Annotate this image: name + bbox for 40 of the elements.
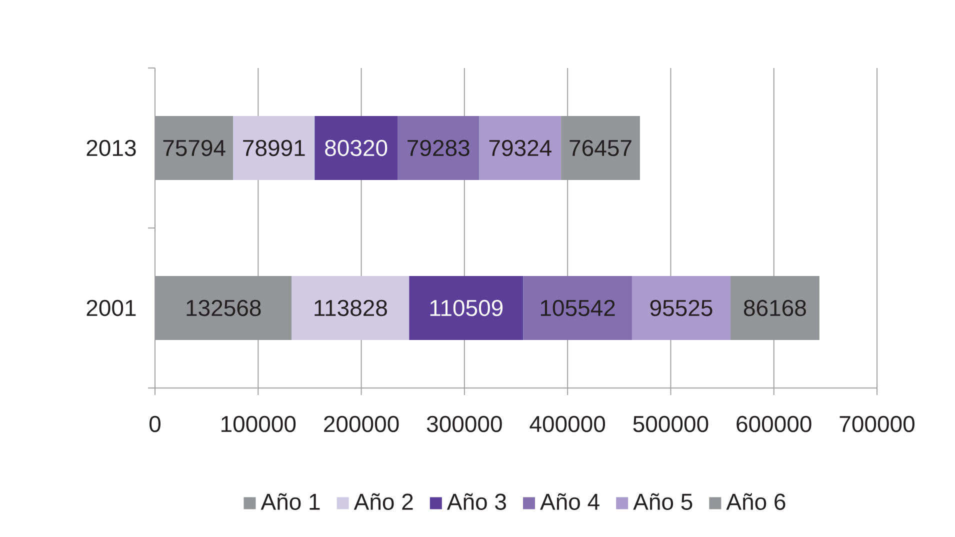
data-label: 132568	[186, 300, 261, 316]
bar	[632, 276, 731, 340]
data-label: 78991	[243, 140, 305, 156]
x-tick-label: 400000	[530, 416, 606, 432]
legend-label: Año 2	[354, 493, 413, 510]
legend-label: Año 6	[726, 493, 786, 510]
data-label: 86168	[744, 300, 806, 316]
x-tick-label: 300000	[426, 416, 502, 432]
legend-label: Año 3	[446, 493, 506, 510]
bar	[561, 116, 640, 180]
bar	[409, 276, 524, 340]
y-tick-label: 2013	[86, 140, 136, 156]
legend-label: Año 5	[633, 493, 692, 510]
x-tick-label: 100000	[222, 416, 296, 432]
legend-label: Año 1	[260, 493, 320, 510]
bar	[292, 276, 410, 340]
data-label: 113828	[314, 300, 387, 316]
data-label: 76457	[570, 140, 632, 156]
x-tick-label: 500000	[633, 416, 708, 432]
bar	[155, 276, 292, 340]
data-label: 79283	[408, 140, 470, 156]
x-tick-label: 0	[150, 416, 160, 432]
data-label: 80320	[325, 140, 388, 156]
bar	[233, 116, 315, 180]
y-tick-label: 2001	[86, 300, 136, 316]
bar	[479, 116, 562, 180]
x-tick-label: 600000	[736, 416, 812, 432]
bar	[523, 276, 632, 340]
bar	[155, 116, 234, 180]
bar	[314, 116, 398, 180]
data-label: 105542	[540, 300, 615, 316]
data-label: 95525	[650, 300, 712, 316]
data-label: 110509	[430, 300, 503, 316]
x-tick-label: 200000	[324, 416, 399, 432]
data-label: 79324	[489, 140, 552, 156]
bar	[397, 116, 480, 180]
legend-label: Año 4	[540, 493, 600, 510]
x-tick-label: 700000	[840, 416, 914, 432]
bar	[730, 276, 820, 340]
data-label: 75794	[163, 140, 226, 156]
